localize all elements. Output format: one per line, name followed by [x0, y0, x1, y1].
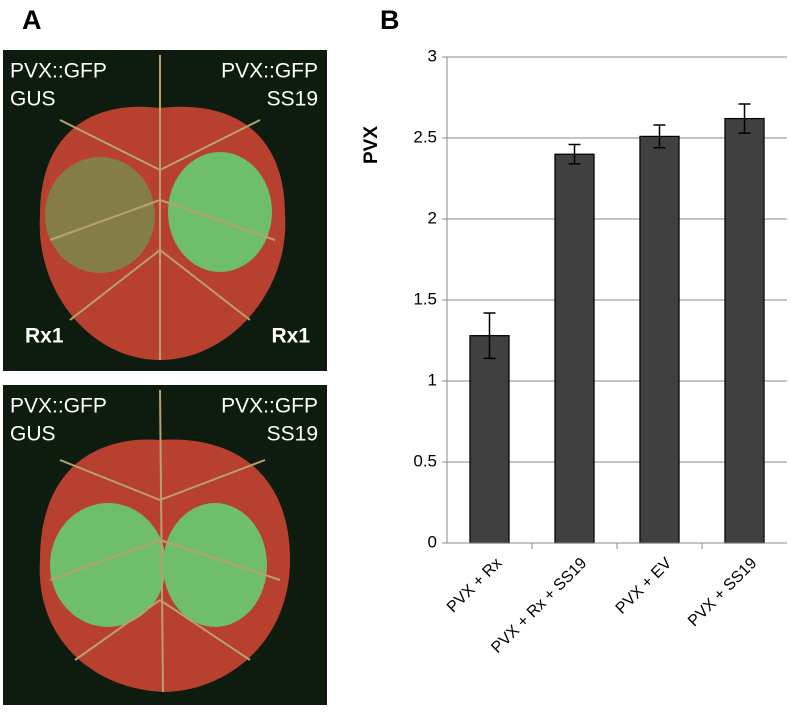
y-tick-label: 2 — [428, 208, 437, 227]
error-bar — [483, 312, 496, 360]
panel-label: B — [380, 5, 400, 35]
leaf-label: PVX::GFP — [10, 60, 107, 83]
x-tick-label: PVX + Rx — [444, 555, 505, 616]
leaf-label: PVX::GFP — [10, 395, 107, 418]
leaf-label: PVX::GFP — [221, 395, 318, 418]
y-tick-label: 1.5 — [413, 289, 437, 308]
y-tick-label: 1 — [428, 370, 437, 389]
bar — [469, 335, 510, 544]
x-tick-label: PVX + SS19 — [685, 555, 760, 630]
y-tick-label: 0.5 — [413, 451, 437, 470]
leaf-label: PVX::GFP — [221, 60, 318, 83]
error-bar — [738, 103, 751, 134]
error-bar — [653, 124, 666, 149]
panel-label: A — [22, 5, 42, 35]
leaf-label: GUS — [10, 423, 56, 446]
leaf-image: PVX::GFP GUS PVX::GFP SS19 Rx1 Rx1 — [3, 50, 327, 371]
y-tick-label: 0 — [428, 532, 437, 551]
x-tick-label: PVX + Rx + SS19 — [488, 555, 590, 657]
bar — [554, 153, 595, 544]
x-tick-label: PVX + EV — [613, 555, 676, 618]
leaf-image: PVX::GFP GUS PVX::GFP SS19 — [3, 385, 327, 705]
bar — [724, 117, 765, 544]
y-tick-label: 2.5 — [413, 127, 437, 146]
y-axis-label: PVX — [361, 126, 382, 164]
y-tick-label: 3 — [428, 46, 437, 65]
leaf-label: GUS — [10, 88, 56, 111]
leaf-label: Rx1 — [25, 325, 64, 348]
leaf-label: SS19 — [267, 88, 318, 111]
bar — [639, 135, 680, 544]
leaf-label: Rx1 — [271, 325, 310, 348]
error-bar — [568, 143, 581, 165]
leaf-label: SS19 — [267, 423, 318, 446]
